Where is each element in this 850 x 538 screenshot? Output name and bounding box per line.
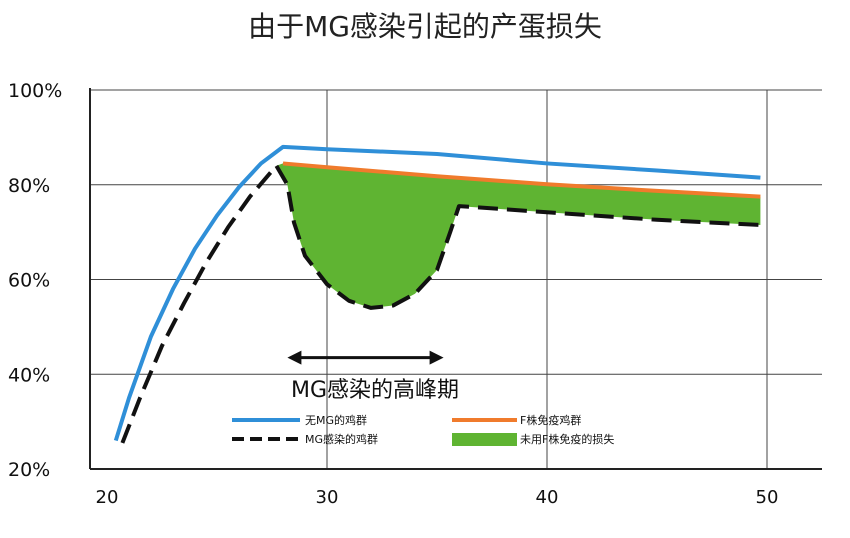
x-tick-label: 20 [96,487,119,508]
series-line-mg_infected [120,163,761,444]
legend-swatch-loss [452,433,517,446]
legend-label-f-strain: F株免疫鸡群 [520,413,581,427]
y-tick-label: 20% [8,459,50,481]
legend-label-no-mg: 无MG的鸡群 [305,413,367,427]
peak-arrow-left-head [287,350,302,365]
legend: 无MG的鸡群 F株免疫鸡群 MG感染的鸡群 未用F株免疫的损失 [232,413,614,446]
grid [90,89,822,469]
tick-labels: 20% 40% 60% 80% 100% 20 30 40 50 [8,80,778,508]
y-tick-label: 80% [8,175,50,197]
y-tick-label: 40% [8,364,50,386]
y-tick-label: 100% [8,80,62,102]
legend-label-mg-infected: MG感染的鸡群 [305,432,378,446]
x-tick-label: 50 [756,487,779,508]
x-tick-label: 30 [316,487,339,508]
series-line-f_strain [282,161,761,199]
loss-area [276,163,761,308]
axes [89,88,822,470]
series-lines [113,144,761,444]
y-tick-label: 60% [8,270,50,292]
chart-title: 由于MG感染引起的产蛋损失 [248,10,602,43]
peak-period-label: MG感染的高峰期 [291,378,459,403]
series-line-no_mg [113,144,761,442]
legend-label-loss: 未用F株免疫的损失 [520,432,614,446]
peak-arrow-right-head [429,350,444,365]
x-tick-label: 40 [536,487,559,508]
peak-annotation: MG感染的高峰期 [287,350,459,403]
